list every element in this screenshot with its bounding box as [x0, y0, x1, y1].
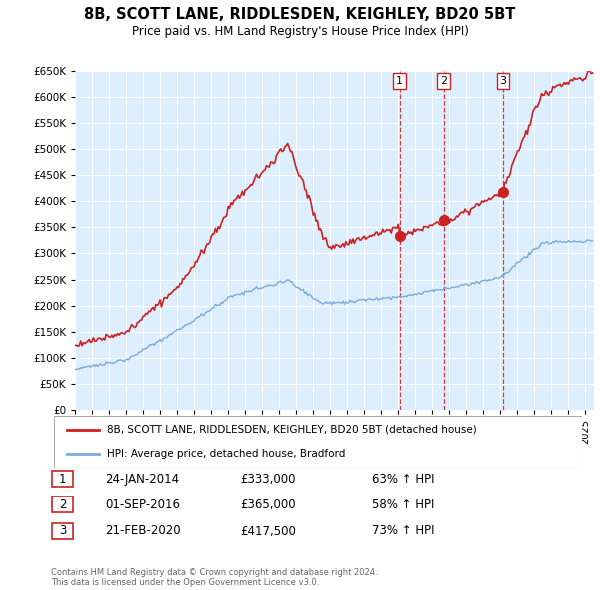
Text: 8B, SCOTT LANE, RIDDLESDEN, KEIGHLEY, BD20 5BT (detached house): 8B, SCOTT LANE, RIDDLESDEN, KEIGHLEY, BD…	[107, 425, 476, 435]
Text: £333,000: £333,000	[240, 473, 296, 486]
Text: 2: 2	[59, 498, 66, 511]
Text: 1: 1	[59, 473, 66, 486]
Text: HPI: Average price, detached house, Bradford: HPI: Average price, detached house, Brad…	[107, 449, 345, 459]
Text: 58% ↑ HPI: 58% ↑ HPI	[372, 498, 434, 511]
Text: 3: 3	[59, 525, 66, 537]
Text: 24-JAN-2014: 24-JAN-2014	[105, 473, 179, 486]
Text: 1: 1	[396, 76, 403, 86]
Text: 73% ↑ HPI: 73% ↑ HPI	[372, 525, 434, 537]
Text: £417,500: £417,500	[240, 525, 296, 537]
Text: 01-SEP-2016: 01-SEP-2016	[105, 498, 180, 511]
Text: 21-FEB-2020: 21-FEB-2020	[105, 525, 181, 537]
Text: £365,000: £365,000	[240, 498, 296, 511]
Text: 2: 2	[440, 76, 448, 86]
Text: 63% ↑ HPI: 63% ↑ HPI	[372, 473, 434, 486]
Text: Price paid vs. HM Land Registry's House Price Index (HPI): Price paid vs. HM Land Registry's House …	[131, 25, 469, 38]
Text: 8B, SCOTT LANE, RIDDLESDEN, KEIGHLEY, BD20 5BT: 8B, SCOTT LANE, RIDDLESDEN, KEIGHLEY, BD…	[85, 7, 515, 22]
Text: Contains HM Land Registry data © Crown copyright and database right 2024.
This d: Contains HM Land Registry data © Crown c…	[51, 568, 377, 587]
Text: 3: 3	[499, 76, 506, 86]
